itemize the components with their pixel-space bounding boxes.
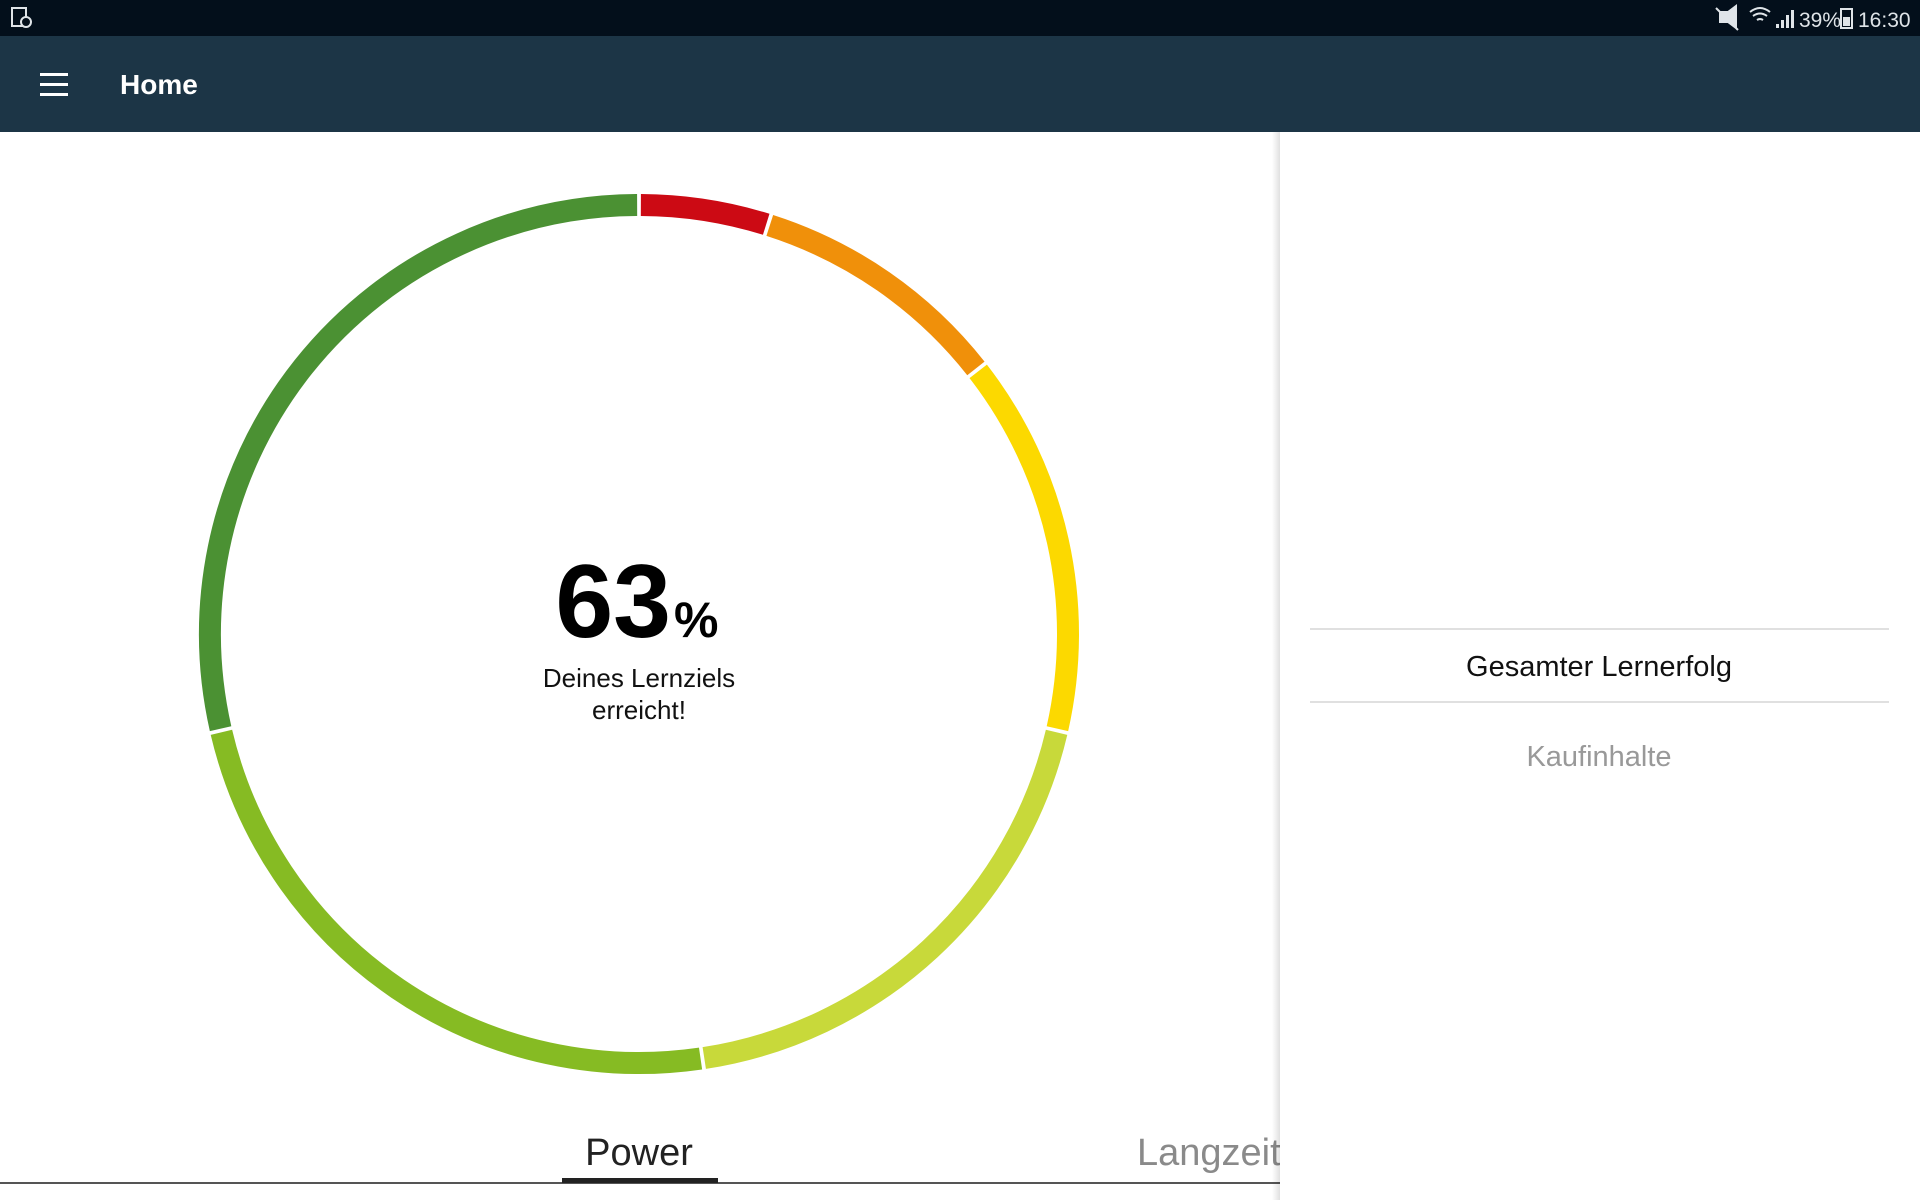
menu-line bbox=[40, 83, 68, 86]
clock: 16:30 bbox=[1858, 9, 1911, 32]
menu-line bbox=[40, 93, 68, 96]
menu-button[interactable] bbox=[40, 73, 68, 96]
ring-segment bbox=[640, 194, 770, 235]
status-icon bbox=[20, 16, 32, 28]
ring-segment bbox=[702, 729, 1068, 1069]
tab-indicator bbox=[562, 1178, 718, 1183]
mute-icon bbox=[1715, 4, 1739, 31]
progress-value: 63 bbox=[555, 544, 671, 660]
panel-item[interactable]: Kaufinhalte bbox=[1526, 741, 1671, 773]
panel-item[interactable]: Gesamter Lernerfolg bbox=[1466, 651, 1732, 683]
panel-shadow bbox=[1272, 132, 1280, 1200]
app-title: Home bbox=[120, 69, 198, 100]
battery-level bbox=[1843, 17, 1850, 26]
progress-ring bbox=[199, 194, 1079, 1074]
progress-caption: erreicht! bbox=[592, 695, 686, 725]
tab[interactable]: Langzeit bbox=[1137, 1132, 1281, 1174]
ring-segment bbox=[969, 364, 1079, 732]
ring-segment bbox=[766, 214, 985, 376]
battery-percent: 39% bbox=[1799, 9, 1841, 32]
progress-unit: % bbox=[674, 592, 718, 648]
status-bar bbox=[0, 0, 1920, 36]
menu-line bbox=[40, 73, 68, 76]
app-bar bbox=[0, 36, 1920, 132]
side-panel bbox=[1280, 132, 1920, 1200]
battery-icon bbox=[1840, 8, 1853, 29]
progress-caption: Deines Lernziels bbox=[543, 663, 735, 693]
tab[interactable]: Power bbox=[585, 1132, 693, 1174]
wifi-icon bbox=[1749, 7, 1771, 21]
ring-segment bbox=[210, 729, 703, 1074]
ring-segment bbox=[199, 194, 638, 732]
signal-icon bbox=[1776, 10, 1794, 28]
